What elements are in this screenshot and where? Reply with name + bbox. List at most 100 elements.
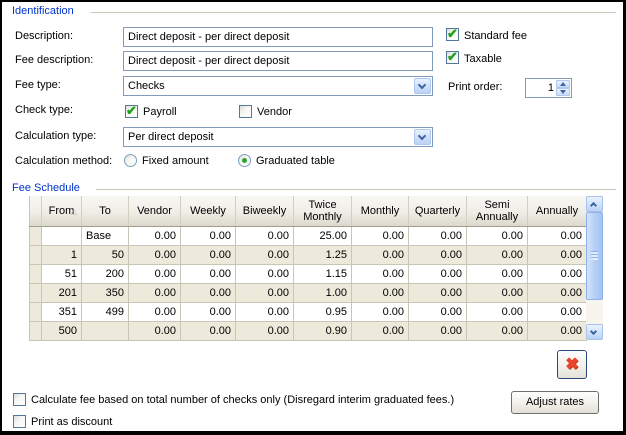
grid-cell[interactable]: 0.00 xyxy=(235,283,294,303)
grid-cell[interactable]: 351 xyxy=(41,302,82,322)
grid-cell[interactable]: 0.00 xyxy=(351,321,409,341)
calculation-type-dropdown-button[interactable] xyxy=(414,129,431,145)
calculation-type-combobox[interactable]: Per direct deposit xyxy=(123,127,433,147)
row-selector[interactable] xyxy=(29,283,42,303)
grid-cell[interactable]: 0.00 xyxy=(408,283,467,303)
grid-cell[interactable]: 0.00 xyxy=(466,226,528,246)
grid-cell[interactable]: 0.00 xyxy=(527,264,587,284)
grid-cell[interactable]: 0.00 xyxy=(466,302,528,322)
taxable-checkbox[interactable]: ✔ xyxy=(446,49,459,64)
grid-cell[interactable]: 0.00 xyxy=(408,226,467,246)
grid-column-header[interactable]: To xyxy=(81,196,129,227)
scrollbar-thumb[interactable] xyxy=(586,212,603,300)
grid-cell[interactable]: 0.00 xyxy=(466,245,528,265)
grid-cell[interactable] xyxy=(81,321,129,341)
scrollbar-up-button[interactable] xyxy=(586,196,603,212)
grid-cell[interactable]: 0.00 xyxy=(408,321,467,341)
spinner-down-button[interactable] xyxy=(556,88,570,96)
grid-column-header[interactable]: Quarterly xyxy=(408,196,467,227)
fee-description-input[interactable] xyxy=(123,51,433,71)
grid-column-header[interactable]: From △ xyxy=(41,196,82,227)
grid-cell[interactable]: 0.00 xyxy=(235,302,294,322)
row-selector[interactable] xyxy=(29,226,42,246)
grid-cell[interactable]: 0.00 xyxy=(128,226,181,246)
grid-cell[interactable]: 0.00 xyxy=(351,302,409,322)
grid-cell[interactable]: 0.00 xyxy=(527,245,587,265)
grid-cell[interactable]: 0.00 xyxy=(527,302,587,322)
row-selector[interactable] xyxy=(29,245,42,265)
standard-fee-checkbox[interactable]: ✔ xyxy=(446,26,459,41)
grid-cell[interactable]: 0.00 xyxy=(128,302,181,322)
grid-cell[interactable]: 500 xyxy=(41,321,82,341)
fixed-amount-radio[interactable] xyxy=(124,154,137,167)
adjust-rates-button[interactable]: Adjust rates xyxy=(511,391,599,414)
scrollbar-down-button[interactable] xyxy=(586,324,603,340)
grid-cell[interactable]: 0.00 xyxy=(408,264,467,284)
calc-total-checks-checkbox[interactable]: ✔ xyxy=(13,393,26,406)
grid-cell[interactable]: 0.00 xyxy=(235,226,294,246)
print-as-discount-checkbox[interactable]: ✔ xyxy=(13,415,26,428)
grid-cell[interactable]: 0.00 xyxy=(128,245,181,265)
grid-cell[interactable]: 0.00 xyxy=(351,245,409,265)
grid-cell[interactable]: 0.00 xyxy=(180,226,236,246)
row-selector[interactable] xyxy=(29,302,42,322)
grid-cell[interactable]: 0.00 xyxy=(527,321,587,341)
grid-column-header[interactable]: Weekly xyxy=(180,196,236,227)
grid-cell[interactable]: 1.25 xyxy=(293,245,352,265)
grid-cell[interactable]: 0.00 xyxy=(235,264,294,284)
fee-type-dropdown-button[interactable] xyxy=(414,78,431,94)
grid-cell[interactable]: Base xyxy=(81,226,129,246)
grid-cell[interactable]: 0.00 xyxy=(527,226,587,246)
grid-column-header[interactable]: Vendor xyxy=(128,196,181,227)
grid-cell[interactable]: 0.00 xyxy=(466,283,528,303)
row-selector[interactable] xyxy=(29,321,42,341)
grid-cell[interactable]: 1.00 xyxy=(293,283,352,303)
grid-cell[interactable]: 0.00 xyxy=(180,321,236,341)
graduated-table-radio[interactable] xyxy=(238,154,251,167)
grid-cell[interactable]: 201 xyxy=(41,283,82,303)
grid-cell[interactable]: 1.15 xyxy=(293,264,352,284)
grid-cell[interactable]: 0.00 xyxy=(466,321,528,341)
grid-cell[interactable]: 0.00 xyxy=(351,283,409,303)
fee-type-combobox[interactable]: Checks xyxy=(123,76,433,96)
grid-cell[interactable]: 0.00 xyxy=(235,245,294,265)
grid-cell[interactable]: 350 xyxy=(81,283,129,303)
grid-cell[interactable]: 0.00 xyxy=(527,283,587,303)
grid-column-header[interactable]: Biweekly xyxy=(235,196,294,227)
grid-header-row: From △ To Vendor Weekly Biweekly Twice Monthly… xyxy=(29,196,587,227)
grid-cell[interactable]: 0.00 xyxy=(235,321,294,341)
grid-cell[interactable]: 0.00 xyxy=(180,245,236,265)
row-selector[interactable] xyxy=(29,264,42,284)
grid-vertical-scrollbar[interactable] xyxy=(586,196,603,340)
grid-cell[interactable]: 0.00 xyxy=(128,264,181,284)
grid-cell[interactable]: 200 xyxy=(81,264,129,284)
grid-cell[interactable]: 0.00 xyxy=(466,264,528,284)
grid-cell[interactable]: 50 xyxy=(81,245,129,265)
grid-cell[interactable]: 0.90 xyxy=(293,321,352,341)
grid-cell[interactable]: 0.95 xyxy=(293,302,352,322)
grid-cell[interactable]: 0.00 xyxy=(180,283,236,303)
vendor-checkbox[interactable]: ✔ xyxy=(239,105,252,118)
grid-cell[interactable]: 0.00 xyxy=(408,302,467,322)
grid-column-header[interactable]: Monthly xyxy=(351,196,409,227)
grid-cell[interactable]: 0.00 xyxy=(351,264,409,284)
grid-column-header[interactable]: Semi Annually xyxy=(466,196,528,227)
spinner-up-button[interactable] xyxy=(556,80,570,88)
grid-cell[interactable] xyxy=(41,226,82,246)
grid-cell[interactable]: 0.00 xyxy=(128,283,181,303)
description-input[interactable] xyxy=(123,27,433,47)
print-order-spinner[interactable]: 1 xyxy=(525,78,572,98)
grid-cell[interactable]: 0.00 xyxy=(128,321,181,341)
grid-column-header[interactable]: Twice Monthly xyxy=(293,196,352,227)
grid-cell[interactable]: 51 xyxy=(41,264,82,284)
grid-cell[interactable]: 0.00 xyxy=(351,226,409,246)
grid-cell[interactable]: 0.00 xyxy=(408,245,467,265)
grid-column-header[interactable]: Annually xyxy=(527,196,587,227)
grid-cell[interactable]: 0.00 xyxy=(180,264,236,284)
grid-cell[interactable]: 499 xyxy=(81,302,129,322)
grid-cell[interactable]: 25.00 xyxy=(293,226,352,246)
grid-cell[interactable]: 0.00 xyxy=(180,302,236,322)
payroll-checkbox[interactable]: ✔ xyxy=(125,103,138,118)
grid-cell[interactable]: 1 xyxy=(41,245,82,265)
delete-row-button[interactable]: ✖ xyxy=(557,350,587,379)
